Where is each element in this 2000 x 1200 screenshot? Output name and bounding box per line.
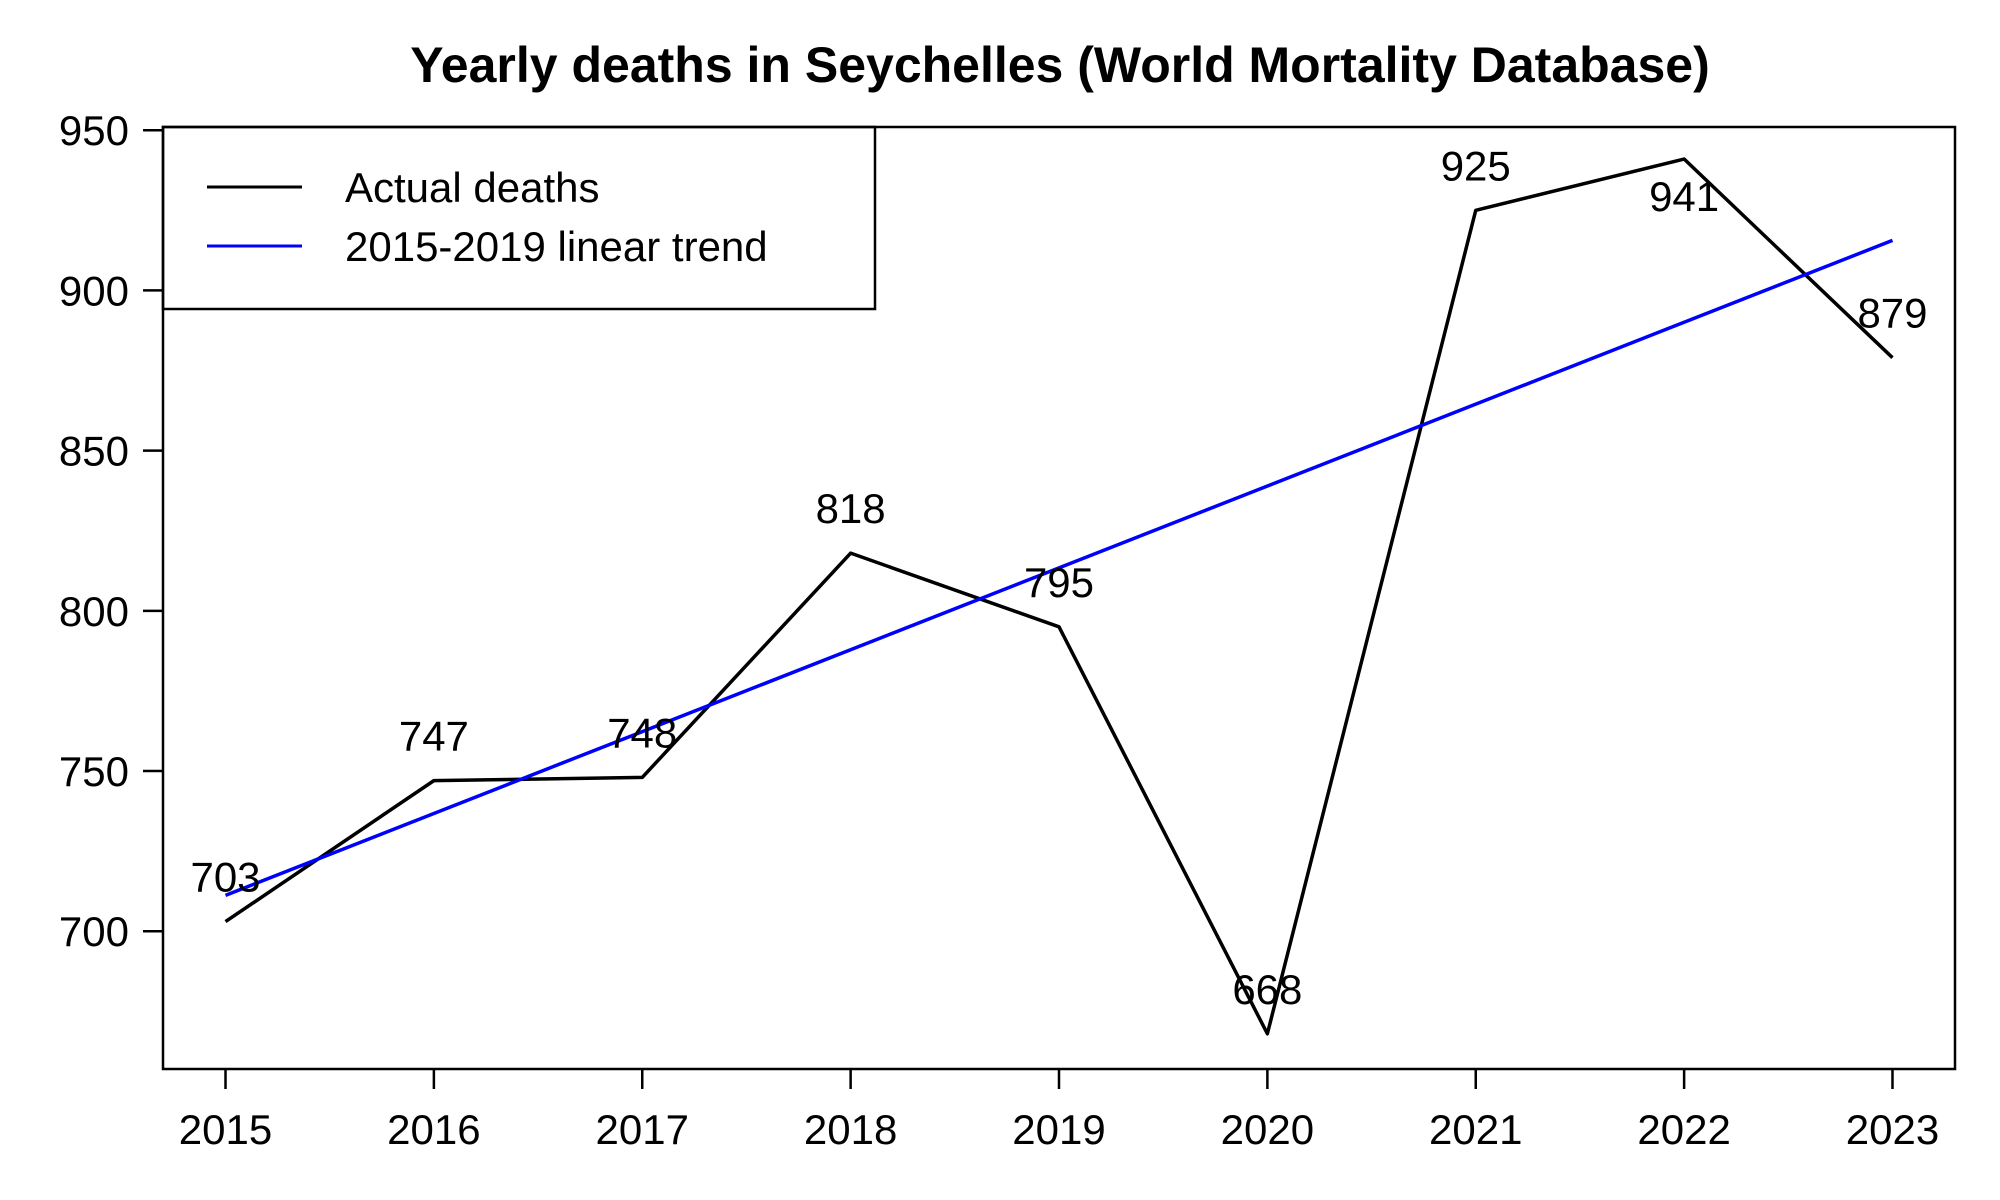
- data-label-2020: 668: [1232, 966, 1302, 1013]
- series-line-linear-trend: [224, 238, 1894, 897]
- x-tick-label-2020: 2020: [1221, 1106, 1314, 1153]
- series-line-actual-deaths: [224, 157, 1894, 1036]
- y-tick-label-700: 700: [59, 908, 129, 955]
- chart-title: Yearly deaths in Seychelles (World Morta…: [410, 37, 1710, 93]
- data-labels: 703 747 748 818 795 668 925 941 879: [190, 142, 1927, 1012]
- x-tick-label-2017: 2017: [596, 1106, 689, 1153]
- legend-label-linear-trend: 2015-2019 linear trend: [345, 223, 768, 270]
- x-tick-label-2015: 2015: [179, 1106, 272, 1153]
- x-axis: 2015 2016 2017 2018 2019 2020 2021 2022 2023: [179, 1069, 1939, 1153]
- data-label-2017: 748: [607, 709, 677, 756]
- data-label-2021: 925: [1441, 142, 1511, 189]
- data-label-2018: 818: [816, 485, 886, 532]
- x-tick-label-2023: 2023: [1846, 1106, 1939, 1153]
- series-layer: [224, 157, 1894, 1036]
- y-tick-label-850: 850: [59, 428, 129, 475]
- data-label-2023: 879: [1857, 290, 1927, 337]
- legend: Actual deaths 2015-2019 linear trend: [161, 125, 877, 311]
- x-tick-label-2021: 2021: [1429, 1106, 1522, 1153]
- x-tick-label-2022: 2022: [1637, 1106, 1730, 1153]
- y-tick-label-750: 750: [59, 748, 129, 795]
- legend-box: [161, 125, 877, 311]
- y-tick-label-900: 900: [59, 267, 129, 314]
- data-label-2019: 795: [1024, 559, 1094, 606]
- x-tick-label-2019: 2019: [1012, 1106, 1105, 1153]
- data-label-2022: 941: [1649, 173, 1719, 220]
- x-tick-label-2018: 2018: [804, 1106, 897, 1153]
- y-tick-label-800: 800: [59, 588, 129, 635]
- y-axis: 700 750 800 850 900 950: [59, 107, 163, 955]
- y-tick-label-950: 950: [59, 107, 129, 154]
- data-label-2016: 747: [399, 713, 469, 760]
- legend-label-actual-deaths: Actual deaths: [345, 164, 600, 211]
- data-label-2015: 703: [190, 854, 260, 901]
- x-tick-label-2016: 2016: [387, 1106, 480, 1153]
